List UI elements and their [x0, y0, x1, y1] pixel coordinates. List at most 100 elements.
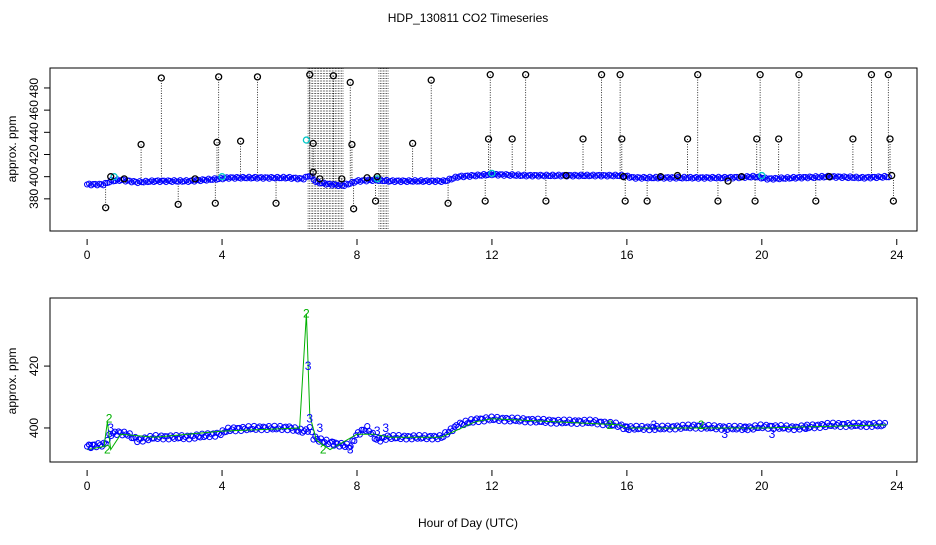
point-label: 3 — [802, 421, 809, 435]
flagged-data-point — [329, 72, 338, 80]
flagged-data-point — [253, 73, 262, 81]
good-data-point — [365, 176, 372, 183]
series-point — [228, 426, 235, 433]
series-point — [364, 423, 371, 430]
flagged-data-point — [753, 135, 761, 143]
bottom-x-tick-label: 4 — [219, 479, 226, 493]
series-point — [471, 417, 478, 424]
good-data-point — [628, 173, 635, 181]
x-axis-label: Hour of Day (UTC) — [418, 516, 518, 530]
top-y-tick-label: 380 — [27, 189, 41, 209]
good-data-point — [545, 172, 552, 179]
flagged-data-point — [889, 197, 898, 205]
top-x-tick-label: 0 — [84, 248, 91, 262]
good-data-point — [102, 179, 109, 187]
flagged-data-point — [137, 140, 145, 149]
good-data-point — [158, 177, 166, 184]
good-data-point — [834, 173, 842, 180]
good-data-point — [717, 175, 724, 182]
top-panel-marks — [84, 68, 898, 231]
good-data-point — [316, 180, 323, 187]
flagged-data-point — [542, 197, 550, 205]
series-point — [102, 440, 109, 447]
flagged-data-point — [481, 197, 489, 205]
flagged-data-point — [825, 173, 833, 181]
good-data-point — [476, 172, 483, 179]
flagged-data-point — [349, 205, 358, 213]
flagged-data-point — [522, 71, 530, 79]
top-x-tick-label: 16 — [620, 248, 634, 262]
flagged-data-point — [775, 135, 783, 143]
flagged-data-point — [562, 171, 570, 180]
series-point — [716, 423, 723, 430]
bottom-x-tick-label: 16 — [620, 479, 634, 493]
flagged-data-point — [751, 197, 759, 205]
flagged-data-point — [316, 175, 324, 183]
flagged-data-point — [236, 137, 245, 145]
top-y-axis-label: approx. ppm — [5, 116, 19, 183]
good-data-point — [347, 180, 354, 187]
point-label: 3 — [87, 440, 94, 454]
series-point — [301, 428, 308, 435]
good-data-point — [90, 181, 97, 188]
series-point — [414, 435, 421, 442]
bottom-x-tick-label: 8 — [354, 479, 361, 493]
bottom-x-tick-label: 12 — [485, 479, 499, 493]
good-data-point — [849, 174, 856, 181]
good-data-point — [241, 174, 249, 182]
flagged-data-point — [849, 135, 857, 143]
top-y-tick-label: 400 — [27, 166, 41, 186]
series-point — [351, 437, 358, 445]
point-label: 3 — [721, 427, 728, 441]
good-data-point — [227, 174, 234, 181]
good-data-point — [138, 179, 145, 186]
good-data-point — [531, 172, 538, 179]
good-data-point — [462, 172, 469, 179]
series-point — [109, 430, 117, 437]
flagged-data-point — [619, 173, 628, 181]
point-label: 3 — [306, 412, 313, 426]
flagged-data-point — [683, 135, 692, 143]
good-data-point — [262, 174, 269, 181]
flagged-data-point — [724, 177, 732, 185]
good-data-point — [600, 171, 607, 179]
good-data-point — [624, 172, 631, 179]
good-data-point — [428, 177, 435, 184]
point-label: 2 — [303, 306, 310, 320]
top-x-axis: 0 4 8 12 16 20 24 — [84, 239, 904, 262]
point-label: 2 — [320, 443, 327, 457]
series-point — [802, 425, 809, 432]
flagged-data-point — [102, 204, 110, 212]
good-data-point — [496, 171, 504, 178]
good-data-point — [579, 172, 587, 180]
series-point — [729, 426, 736, 433]
bottom-y-tick-label: 400 — [27, 418, 41, 438]
chart-title: HDP_130811 CO2 Timeseries — [388, 11, 549, 25]
good-data-point — [276, 175, 283, 182]
top-x-tick-label: 12 — [485, 248, 499, 262]
flagged-data-point — [867, 71, 876, 79]
flagged-data-point — [795, 71, 803, 79]
point-label: 3 — [742, 421, 749, 435]
flagged-data-point — [107, 173, 115, 181]
flagged-data-point — [215, 73, 223, 81]
series-point — [219, 427, 226, 434]
flagged-data-point — [656, 173, 665, 181]
flagged-data-point — [694, 71, 702, 79]
top-y-tick-label: 440 — [27, 122, 41, 142]
good-data-point — [869, 173, 876, 181]
reference-line — [87, 313, 887, 452]
series-point — [427, 432, 434, 440]
series-point — [317, 435, 324, 442]
point-label: 2 — [104, 443, 111, 457]
series-point — [499, 414, 506, 421]
good-data-point — [193, 176, 200, 184]
series-point — [881, 419, 889, 427]
flagged-data-point — [737, 173, 746, 181]
flagged-data-point — [409, 139, 417, 148]
flagged-data-point — [673, 171, 682, 180]
good-data-point — [800, 173, 807, 181]
flagged-data-point — [427, 76, 435, 84]
